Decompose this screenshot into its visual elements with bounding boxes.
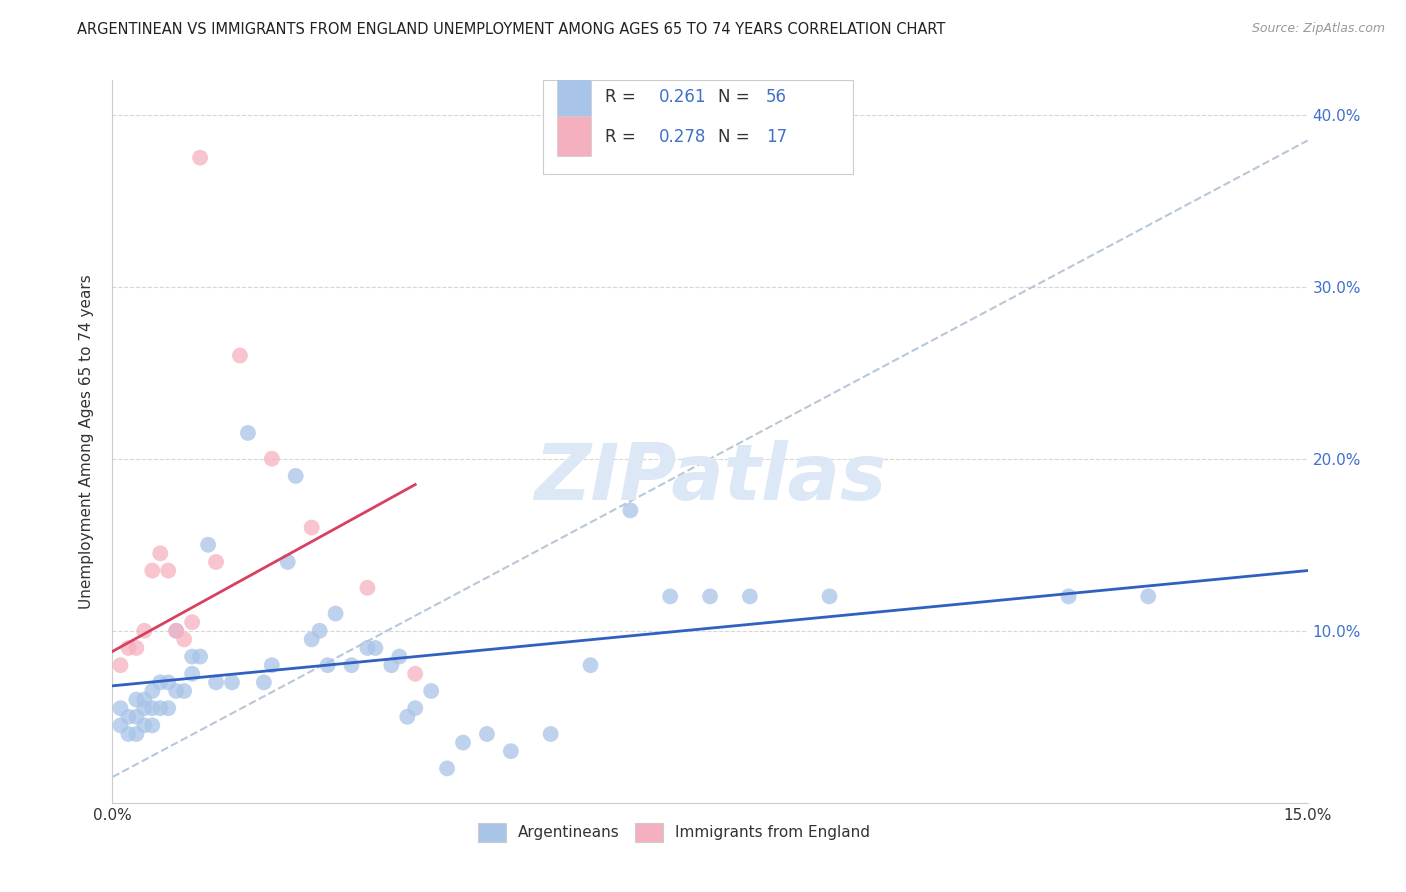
Text: R =: R = bbox=[605, 88, 641, 106]
Point bbox=[364, 640, 387, 655]
Point bbox=[356, 581, 378, 595]
Point bbox=[110, 701, 132, 715]
FancyBboxPatch shape bbox=[543, 80, 853, 174]
Point bbox=[1057, 590, 1080, 604]
Point bbox=[205, 675, 228, 690]
Point bbox=[229, 349, 252, 363]
Text: 56: 56 bbox=[766, 88, 787, 106]
Point bbox=[125, 710, 148, 724]
Point bbox=[619, 503, 641, 517]
Point bbox=[356, 640, 378, 655]
Point bbox=[141, 684, 163, 698]
Point bbox=[380, 658, 402, 673]
FancyBboxPatch shape bbox=[557, 77, 591, 117]
Point bbox=[125, 692, 148, 706]
Point bbox=[388, 649, 411, 664]
Point bbox=[165, 624, 187, 638]
Point bbox=[134, 624, 156, 638]
Text: 17: 17 bbox=[766, 128, 787, 145]
Point bbox=[1137, 590, 1160, 604]
Legend: Argentineans, Immigrants from England: Argentineans, Immigrants from England bbox=[471, 815, 877, 849]
Point bbox=[125, 727, 148, 741]
Point bbox=[699, 590, 721, 604]
Point bbox=[221, 675, 243, 690]
FancyBboxPatch shape bbox=[557, 116, 591, 156]
Point bbox=[110, 658, 132, 673]
Text: 0.278: 0.278 bbox=[658, 128, 706, 145]
Point bbox=[301, 520, 323, 534]
Point bbox=[134, 718, 156, 732]
Point bbox=[284, 469, 307, 483]
Point bbox=[420, 684, 443, 698]
Text: 0.261: 0.261 bbox=[658, 88, 706, 106]
Point bbox=[188, 649, 211, 664]
Point bbox=[141, 564, 163, 578]
Point bbox=[540, 727, 562, 741]
Point bbox=[157, 564, 180, 578]
Point bbox=[260, 658, 283, 673]
Point bbox=[157, 675, 180, 690]
Point bbox=[404, 666, 426, 681]
Point bbox=[141, 701, 163, 715]
Point bbox=[301, 632, 323, 647]
Point bbox=[197, 538, 219, 552]
Text: ARGENTINEAN VS IMMIGRANTS FROM ENGLAND UNEMPLOYMENT AMONG AGES 65 TO 74 YEARS CO: ARGENTINEAN VS IMMIGRANTS FROM ENGLAND U… bbox=[77, 22, 946, 37]
Point bbox=[205, 555, 228, 569]
Point bbox=[110, 718, 132, 732]
Point bbox=[738, 590, 761, 604]
Point bbox=[181, 666, 204, 681]
Point bbox=[117, 710, 139, 724]
Y-axis label: Unemployment Among Ages 65 to 74 years: Unemployment Among Ages 65 to 74 years bbox=[79, 274, 94, 609]
Point bbox=[149, 546, 172, 560]
Point bbox=[117, 727, 139, 741]
Point bbox=[134, 692, 156, 706]
Point bbox=[260, 451, 283, 466]
Point bbox=[173, 684, 195, 698]
Point bbox=[181, 615, 204, 630]
Point bbox=[173, 632, 195, 647]
Point bbox=[125, 640, 148, 655]
Point bbox=[149, 675, 172, 690]
Point bbox=[340, 658, 363, 673]
Text: ZIPatlas: ZIPatlas bbox=[534, 440, 886, 516]
Point bbox=[117, 640, 139, 655]
Point bbox=[325, 607, 347, 621]
Point bbox=[253, 675, 276, 690]
Text: R =: R = bbox=[605, 128, 641, 145]
Point bbox=[157, 701, 180, 715]
Text: N =: N = bbox=[718, 128, 755, 145]
Point bbox=[188, 151, 211, 165]
Point bbox=[134, 701, 156, 715]
Point bbox=[308, 624, 330, 638]
Point bbox=[396, 710, 419, 724]
Point bbox=[579, 658, 602, 673]
Point bbox=[499, 744, 522, 758]
Point bbox=[236, 425, 259, 440]
Text: Source: ZipAtlas.com: Source: ZipAtlas.com bbox=[1251, 22, 1385, 36]
Text: N =: N = bbox=[718, 88, 755, 106]
Point bbox=[475, 727, 498, 741]
Point bbox=[659, 590, 682, 604]
Point bbox=[181, 649, 204, 664]
Point bbox=[277, 555, 299, 569]
Point bbox=[436, 761, 458, 775]
Point bbox=[316, 658, 339, 673]
Point bbox=[818, 590, 841, 604]
Point bbox=[141, 718, 163, 732]
Point bbox=[404, 701, 426, 715]
Point bbox=[149, 701, 172, 715]
Point bbox=[165, 684, 187, 698]
Point bbox=[165, 624, 187, 638]
Point bbox=[451, 735, 474, 749]
